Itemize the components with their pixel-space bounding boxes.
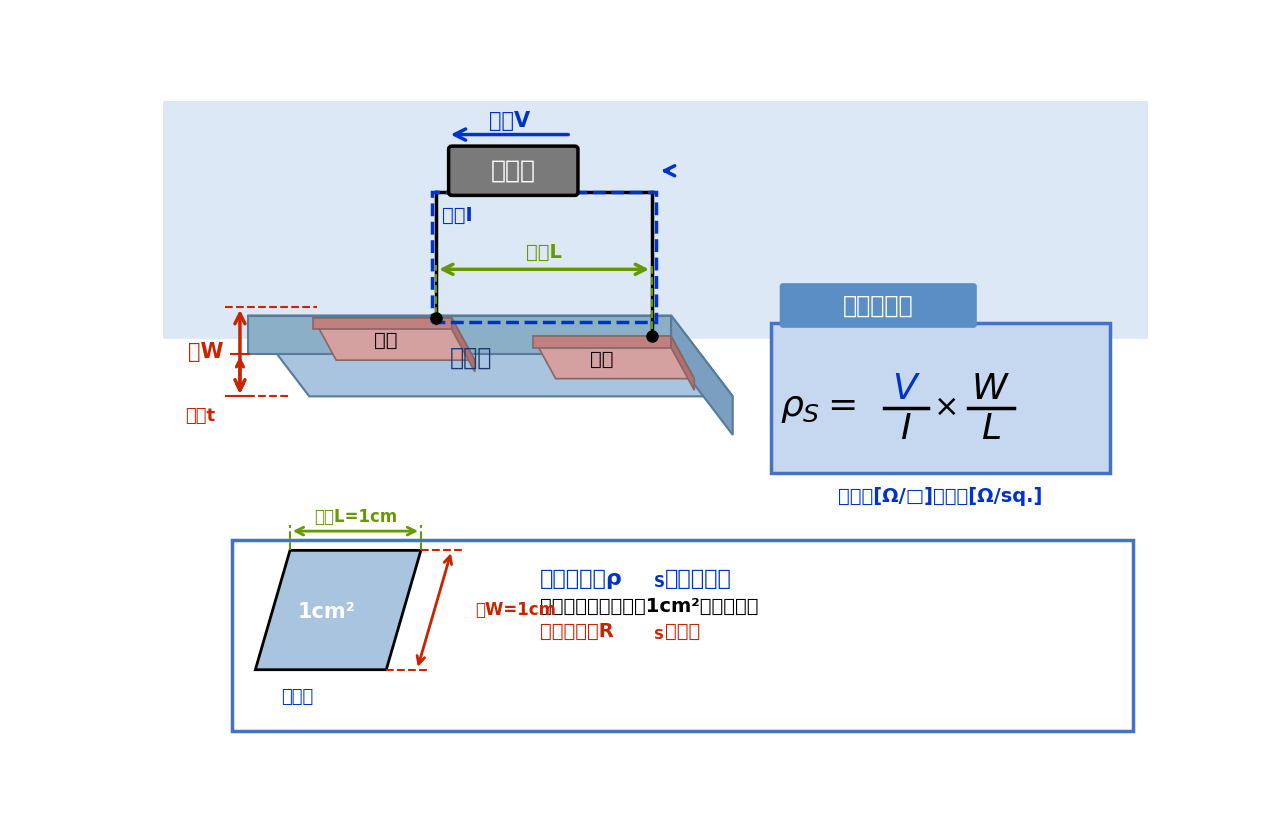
FancyBboxPatch shape <box>771 323 1111 473</box>
Polygon shape <box>451 318 475 372</box>
Text: $V$: $V$ <box>892 372 920 406</box>
Text: のこと: のこと <box>665 622 700 641</box>
Text: 単位は[Ω/□]または[Ω/sq.]: 単位は[Ω/□]または[Ω/sq.] <box>838 487 1043 506</box>
Text: 電圧V: 電圧V <box>489 112 530 132</box>
Text: 長さL: 長さL <box>527 242 562 262</box>
Text: S: S <box>654 628 665 642</box>
Text: $W$: $W$ <box>971 372 1010 406</box>
Text: 測定器: 測定器 <box>491 159 535 183</box>
Polygon shape <box>533 336 694 378</box>
Text: 試験物: 試験物 <box>281 688 314 706</box>
Text: 幅W=1cm: 幅W=1cm <box>475 601 556 619</box>
Text: 幅W: 幅W <box>188 341 224 362</box>
Text: 長さL=1cm: 長さL=1cm <box>314 508 397 526</box>
Polygon shape <box>533 336 671 348</box>
Text: 表面抵抗率ρ: 表面抵抗率ρ <box>541 569 622 589</box>
Text: 表面抵抗率: 表面抵抗率 <box>843 294 914 317</box>
FancyBboxPatch shape <box>233 540 1134 732</box>
Text: $\rho_S =$: $\rho_S =$ <box>780 391 855 425</box>
FancyBboxPatch shape <box>780 284 976 328</box>
Text: 試験物: 試験物 <box>450 346 492 370</box>
Bar <box>432 192 656 321</box>
Polygon shape <box>671 336 694 390</box>
Text: 電極: 電極 <box>590 350 613 369</box>
Text: 厚さt: 厚さt <box>185 407 215 425</box>
Text: 1cm²: 1cm² <box>298 602 355 622</box>
FancyBboxPatch shape <box>449 146 578 195</box>
Text: S: S <box>654 576 666 590</box>
Text: 電極: 電極 <box>374 331 397 351</box>
Text: 表面抵抗値R: 表面抵抗値R <box>541 622 613 641</box>
Text: とは・・・: とは・・・ <box>665 569 732 589</box>
Text: 試験物の単位面積（1cm²）当たりの: 試験物の単位面積（1cm²）当たりの <box>541 597 759 616</box>
Polygon shape <box>313 318 475 360</box>
Polygon shape <box>256 550 420 670</box>
Text: 電流I: 電流I <box>442 206 473 225</box>
Text: $L$: $L$ <box>980 413 1001 446</box>
Text: $\times$: $\times$ <box>933 393 956 422</box>
Polygon shape <box>248 315 732 396</box>
Polygon shape <box>313 318 451 330</box>
Polygon shape <box>671 315 732 435</box>
Polygon shape <box>248 315 671 354</box>
Text: $I$: $I$ <box>900 413 911 446</box>
